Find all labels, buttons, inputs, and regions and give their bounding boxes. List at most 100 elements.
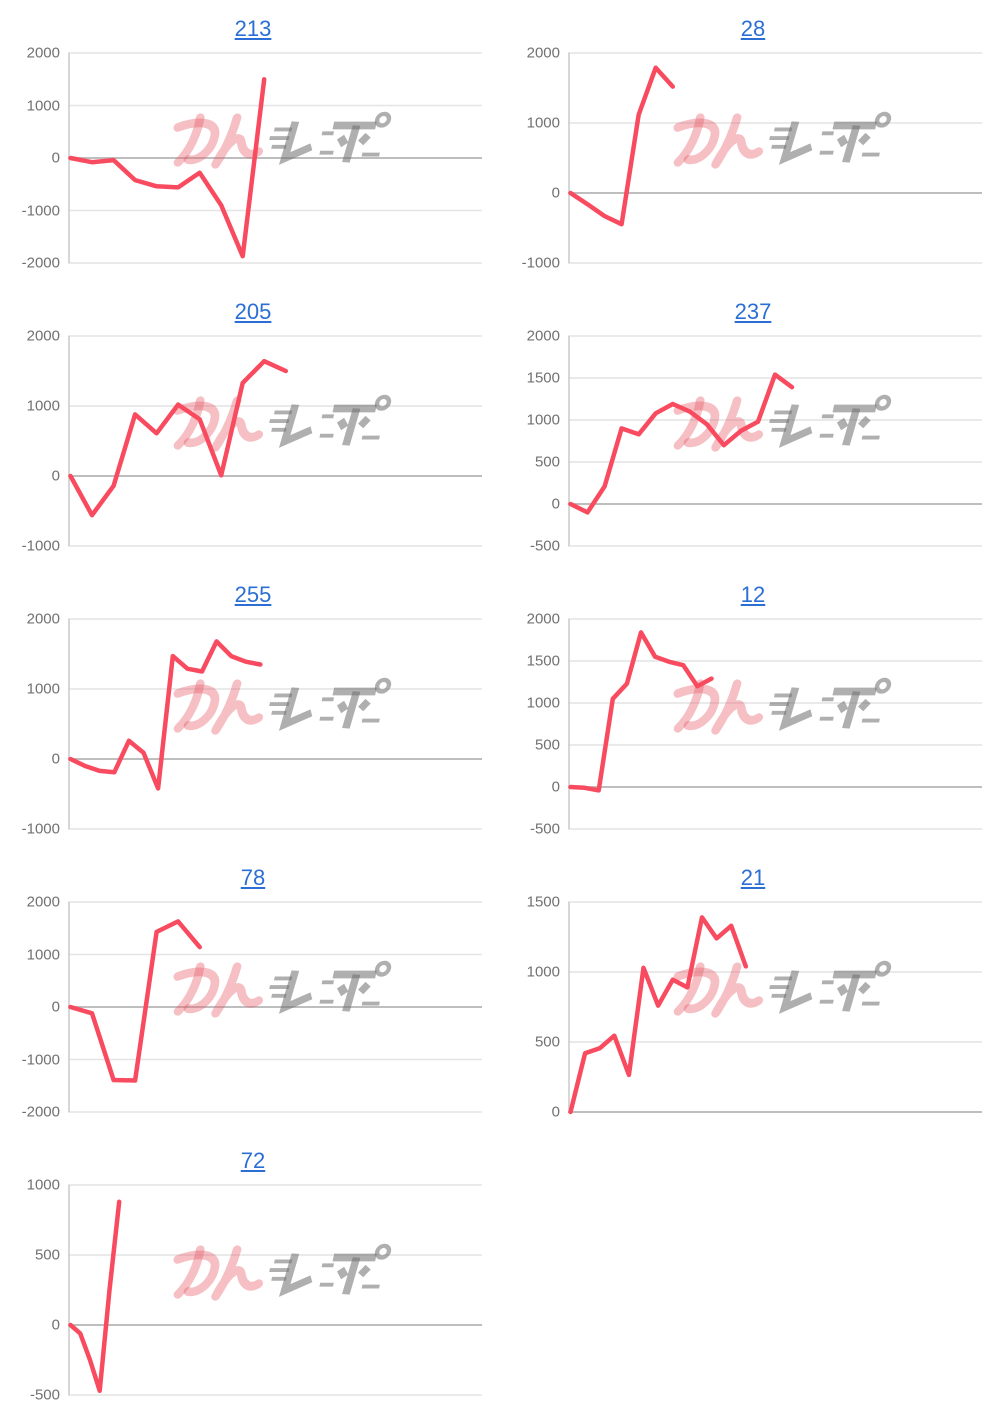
chart-cell: 78 2000 1000 0 -1000 -2000 — [0, 849, 500, 1132]
series-line — [568, 915, 749, 1115]
y-tick-label: -1000 — [21, 537, 60, 555]
chart-title-row: 205 — [6, 297, 500, 329]
y-tick-label: -500 — [29, 1386, 60, 1404]
y-tick-label: 2000 — [26, 610, 60, 628]
y-axis-labels: 2000 1000 0 -1000 — [6, 611, 68, 838]
line-chart: 2000 1500 1000 500 0 -500 — [506, 328, 1000, 555]
watermark-minrepo-logo — [674, 963, 890, 1013]
y-tick-label: 1500 — [526, 652, 560, 670]
plot-area — [68, 901, 482, 1113]
y-tick-label: 1000 — [26, 946, 60, 963]
y-tick-label: -1000 — [521, 254, 560, 272]
y-tick-label: 1000 — [26, 397, 60, 415]
line-chart: 2000 1000 0 -1000 -2000 — [6, 45, 500, 272]
chart-canvas — [68, 1184, 482, 1396]
y-tick-label: 0 — [51, 149, 60, 167]
series-line — [68, 77, 267, 259]
watermark-minrepo-logo — [174, 680, 390, 730]
series-line — [568, 630, 714, 793]
chart-canvas — [568, 618, 982, 830]
chart-cell: 21 1500 1000 500 0 — [500, 849, 1000, 1132]
y-tick-label: 0 — [51, 1316, 60, 1334]
chart-canvas — [568, 335, 982, 547]
chart-title-link[interactable]: 78 — [240, 865, 266, 890]
watermark-minrepo-logo — [674, 680, 890, 730]
chart-title-link[interactable]: 12 — [740, 582, 766, 607]
chart-title-link[interactable]: 237 — [734, 299, 772, 324]
y-tick-label: 2000 — [526, 610, 560, 628]
y-tick-label: 1500 — [526, 369, 560, 387]
y-tick-label: 2000 — [26, 327, 60, 345]
series-line — [68, 639, 263, 791]
plot-area — [68, 618, 482, 830]
chart-title-row: 28 — [506, 14, 1000, 46]
y-tick-label: -500 — [529, 537, 560, 555]
chart-title-link[interactable]: 205 — [234, 299, 272, 324]
y-tick-label: 1000 — [26, 680, 60, 698]
y-tick-label: 0 — [51, 998, 60, 1016]
y-tick-label: 1000 — [26, 97, 60, 114]
chart-title-row: 213 — [6, 14, 500, 46]
chart-cell: 255 2000 1000 0 -1000 — [0, 566, 500, 849]
chart-canvas — [68, 335, 482, 547]
y-tick-label: 0 — [551, 1103, 560, 1121]
plot-area — [568, 618, 982, 830]
series-line — [68, 1199, 122, 1394]
watermark-minrepo-logo — [174, 1246, 390, 1296]
chart-title-row: 72 — [6, 1146, 500, 1178]
series-line — [68, 919, 202, 1083]
line-chart: 2000 1000 0 -1000 — [506, 45, 1000, 272]
y-tick-label: 2000 — [26, 44, 60, 62]
chart-title-row: 78 — [6, 863, 500, 895]
chart-title-link[interactable]: 28 — [740, 16, 766, 41]
watermark-minrepo-logo — [174, 114, 390, 164]
series-line — [68, 358, 289, 518]
plot-area — [568, 52, 982, 264]
y-tick-label: 1000 — [526, 694, 560, 712]
y-tick-label: -1000 — [21, 820, 60, 838]
line-chart: 2000 1000 0 -1000 — [6, 328, 500, 555]
plot-area — [568, 901, 982, 1115]
chart-title-link[interactable]: 213 — [234, 16, 272, 41]
plot-area — [68, 335, 482, 547]
chart-title-link[interactable]: 21 — [740, 865, 766, 890]
chart-canvas — [568, 901, 982, 1115]
y-axis-labels: 2000 1500 1000 500 0 -500 — [506, 328, 568, 555]
y-tick-label: 500 — [534, 453, 560, 471]
watermark-minrepo-logo — [674, 114, 890, 164]
plot-area — [568, 335, 982, 547]
y-tick-label: 2000 — [526, 327, 560, 345]
chart-title-link[interactable]: 255 — [234, 582, 272, 607]
series-line — [568, 372, 795, 515]
chart-title-row: 21 — [506, 863, 1000, 895]
series-line — [568, 65, 676, 227]
line-chart: 2000 1000 0 -1000 — [6, 611, 500, 838]
y-tick-label: -2000 — [21, 1103, 60, 1121]
y-tick-label: 2000 — [26, 893, 60, 911]
line-chart: 1000 500 0 -500 — [6, 1177, 500, 1404]
y-tick-label: 1500 — [526, 893, 560, 911]
y-tick-label: 1000 — [526, 963, 560, 981]
line-chart: 2000 1000 0 -1000 -2000 — [6, 894, 500, 1121]
chart-canvas — [68, 618, 482, 830]
y-tick-label: 1000 — [526, 114, 560, 132]
chart-cell: 213 2000 1000 0 -1000 -2000 — [0, 0, 500, 283]
y-axis-labels: 1500 1000 500 0 — [506, 894, 568, 1121]
y-axis-labels: 2000 1000 0 -1000 — [506, 45, 568, 272]
chart-title-row: 12 — [506, 580, 1000, 612]
line-chart: 1500 1000 500 0 — [506, 894, 1000, 1121]
chart-cell: 205 2000 1000 0 -1000 — [0, 283, 500, 566]
chart-cell: 12 2000 1500 1000 500 0 -500 — [500, 566, 1000, 849]
plot-area — [68, 1184, 482, 1396]
plot-area — [68, 52, 482, 264]
y-tick-label: 0 — [51, 750, 60, 768]
y-tick-label: -1000 — [21, 202, 60, 219]
y-tick-label: 1000 — [26, 1176, 60, 1194]
chart-cell: 28 2000 1000 0 -1000 — [500, 0, 1000, 283]
chart-cell: 237 2000 1500 1000 500 0 -500 — [500, 283, 1000, 566]
chart-title-link[interactable]: 72 — [240, 1148, 266, 1173]
y-axis-labels: 1000 500 0 -500 — [6, 1177, 68, 1404]
y-axis-labels: 2000 1000 0 -1000 — [6, 328, 68, 555]
line-chart: 2000 1500 1000 500 0 -500 — [506, 611, 1000, 838]
y-tick-label: 0 — [551, 778, 560, 796]
